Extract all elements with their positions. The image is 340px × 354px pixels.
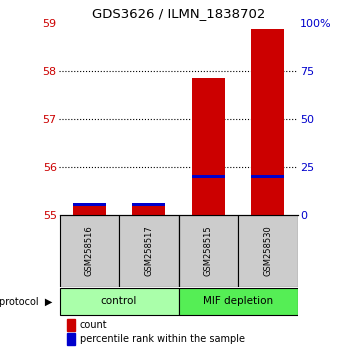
Bar xyxy=(67,333,75,346)
Text: GSM258515: GSM258515 xyxy=(204,225,213,276)
Bar xyxy=(251,29,284,215)
FancyBboxPatch shape xyxy=(178,289,298,315)
Bar xyxy=(73,204,106,215)
Bar xyxy=(132,204,165,215)
Bar xyxy=(73,203,106,206)
FancyBboxPatch shape xyxy=(119,215,178,287)
Text: count: count xyxy=(80,320,107,330)
Text: MIF depletion: MIF depletion xyxy=(203,296,273,306)
Text: GSM258516: GSM258516 xyxy=(85,225,94,276)
FancyBboxPatch shape xyxy=(238,215,298,287)
Bar xyxy=(192,78,225,215)
Text: GSM258530: GSM258530 xyxy=(263,225,272,276)
Text: percentile rank within the sample: percentile rank within the sample xyxy=(80,335,245,344)
FancyBboxPatch shape xyxy=(59,215,119,287)
Bar xyxy=(192,175,225,178)
FancyBboxPatch shape xyxy=(59,289,178,315)
Bar xyxy=(251,175,284,178)
Text: protocol  ▶: protocol ▶ xyxy=(0,297,53,307)
Title: GDS3626 / ILMN_1838702: GDS3626 / ILMN_1838702 xyxy=(92,7,265,21)
Text: control: control xyxy=(101,296,137,306)
Text: GSM258517: GSM258517 xyxy=(144,225,153,276)
FancyBboxPatch shape xyxy=(178,215,238,287)
Bar xyxy=(67,319,75,331)
Bar xyxy=(132,203,165,206)
